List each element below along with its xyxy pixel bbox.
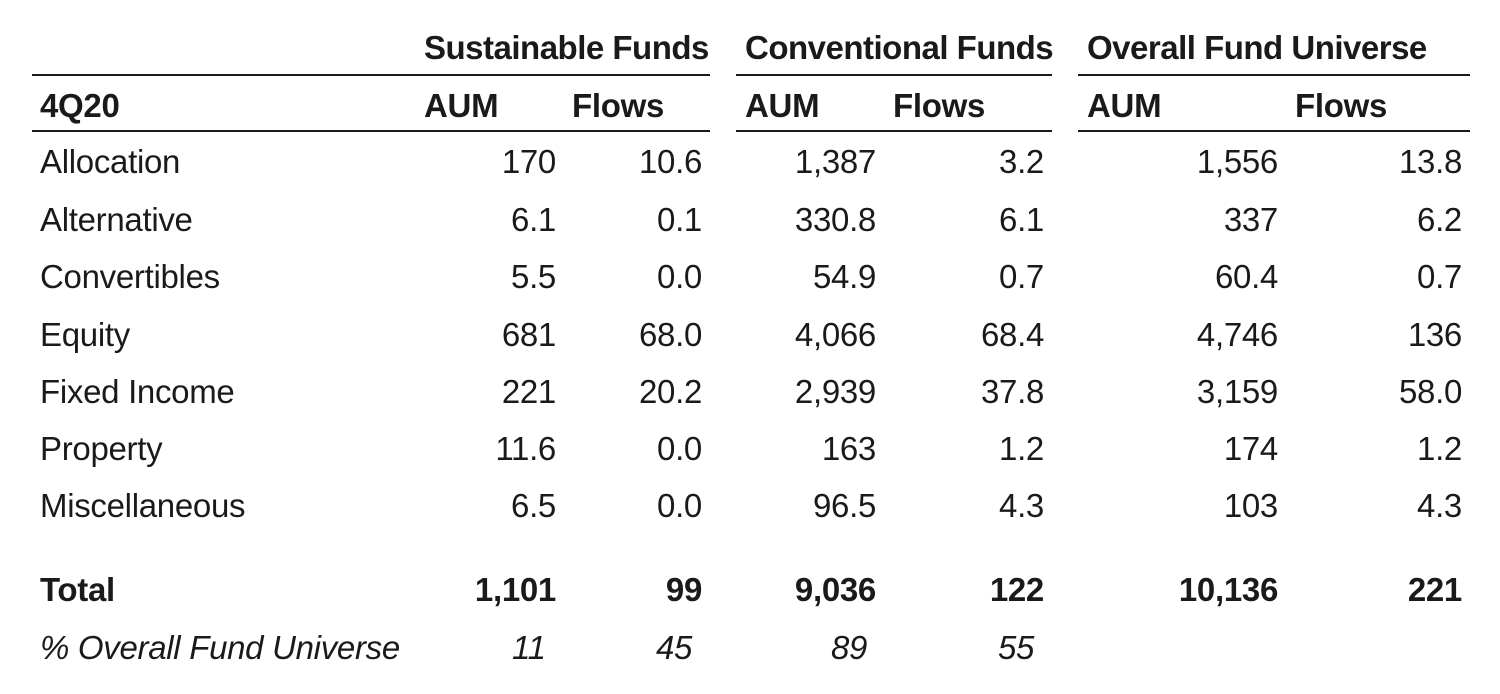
- row-label: Fixed Income: [40, 373, 235, 410]
- rule-group-overall: [1078, 74, 1470, 76]
- table-row: Alternative 6.1 0.1 330.8 6.1 337 6.2: [0, 196, 1500, 244]
- cell-overall-aum: 174: [1223, 430, 1278, 467]
- total-sustainable-flows: 99: [665, 571, 702, 608]
- cell-overall-aum: 1,556: [1196, 143, 1278, 180]
- col-header-sustainable-flows: Flows: [572, 87, 665, 124]
- rule-header-overall: [1078, 130, 1470, 132]
- cell-conventional-flows: 1.2: [999, 430, 1044, 467]
- table-row: Allocation 170 10.6 1,387 3.2 1,556 13.8: [0, 138, 1500, 186]
- cell-conventional-flows: 6.1: [999, 201, 1044, 238]
- total-conventional-aum: 9,036: [794, 571, 876, 608]
- cell-overall-flows: 4.3: [1417, 487, 1462, 524]
- cell-conventional-flows: 0.7: [999, 258, 1044, 295]
- table-row: Fixed Income 221 20.2 2,939 37.8 3,159 5…: [0, 368, 1500, 416]
- percent-row: % Overall Fund Universe 11 45 89 55: [0, 624, 1500, 672]
- col-header-conventional-flows: Flows: [893, 87, 986, 124]
- percent-sustainable-flows: 45: [656, 629, 693, 666]
- cell-sustainable-flows: 20.2: [638, 373, 702, 410]
- rule-header-conventional: [736, 130, 1052, 132]
- cell-sustainable-aum: 681: [501, 316, 556, 353]
- total-label: Total: [40, 571, 115, 608]
- col-header-overall-flows: Flows: [1295, 87, 1388, 124]
- cell-sustainable-aum: 221: [501, 373, 556, 410]
- col-header-overall-aum: AUM: [1087, 87, 1162, 124]
- cell-conventional-flows: 3.2: [999, 143, 1044, 180]
- cell-sustainable-flows: 0.0: [657, 487, 702, 524]
- cell-overall-aum: 103: [1223, 487, 1278, 524]
- cell-conventional-aum: 54.9: [812, 258, 876, 295]
- cell-overall-aum: 60.4: [1214, 258, 1278, 295]
- rule-group-left: [32, 74, 710, 76]
- cell-sustainable-flows: 0.1: [657, 201, 702, 238]
- cell-conventional-flows: 68.4: [980, 316, 1044, 353]
- cell-conventional-aum: 96.5: [812, 487, 876, 524]
- cell-sustainable-aum: 170: [501, 143, 556, 180]
- cell-conventional-aum: 2,939: [794, 373, 876, 410]
- total-overall-aum: 10,136: [1178, 571, 1278, 608]
- total-conventional-flows: 122: [989, 571, 1044, 608]
- row-label: Convertibles: [40, 258, 220, 295]
- cell-conventional-aum: 163: [821, 430, 876, 467]
- cell-overall-flows: 0.7: [1417, 258, 1462, 295]
- group-header-overall: Overall Fund Universe: [1087, 29, 1427, 66]
- cell-overall-flows: 58.0: [1398, 373, 1462, 410]
- row-label: Alternative: [40, 201, 193, 238]
- percent-label: % Overall Fund Universe: [40, 629, 400, 666]
- cell-sustainable-flows: 68.0: [638, 316, 702, 353]
- table-row: Miscellaneous 6.5 0.0 96.5 4.3 103 4.3: [0, 482, 1500, 530]
- cell-conventional-flows: 4.3: [999, 487, 1044, 524]
- group-header-conventional: Conventional Funds: [745, 29, 1054, 66]
- cell-sustainable-aum: 6.5: [511, 487, 556, 524]
- percent-sustainable-aum: 11: [512, 629, 546, 666]
- cell-overall-aum: 337: [1223, 201, 1278, 238]
- cell-sustainable-flows: 0.0: [657, 430, 702, 467]
- percent-conventional-flows: 55: [998, 629, 1035, 666]
- cell-overall-flows: 136: [1407, 316, 1462, 353]
- rule-header-left: [32, 130, 710, 132]
- table-row: Property 11.6 0.0 163 1.2 174 1.2: [0, 425, 1500, 473]
- row-label: Allocation: [40, 143, 181, 180]
- table-row: Equity 681 68.0 4,066 68.4 4,746 136: [0, 311, 1500, 359]
- row-label: Equity: [40, 316, 130, 353]
- col-header-conventional-aum: AUM: [745, 87, 820, 124]
- cell-conventional-flows: 37.8: [980, 373, 1044, 410]
- total-sustainable-aum: 1,101: [474, 571, 556, 608]
- cell-conventional-aum: 1,387: [794, 143, 876, 180]
- cell-conventional-aum: 330.8: [794, 201, 876, 238]
- rule-group-conventional: [736, 74, 1052, 76]
- cell-overall-aum: 4,746: [1196, 316, 1278, 353]
- cell-sustainable-flows: 10.6: [638, 143, 702, 180]
- row-label: Miscellaneous: [40, 487, 246, 524]
- col-header-sustainable-aum: AUM: [424, 87, 499, 124]
- cell-sustainable-aum: 11.6: [495, 430, 556, 467]
- cell-conventional-aum: 4,066: [794, 316, 876, 353]
- group-header-sustainable: Sustainable Funds: [424, 29, 709, 66]
- percent-conventional-aum: 89: [831, 629, 868, 666]
- cell-overall-flows: 1.2: [1417, 430, 1462, 467]
- cell-sustainable-aum: 5.5: [511, 258, 556, 295]
- table-row: Convertibles 5.5 0.0 54.9 0.7 60.4 0.7: [0, 253, 1500, 301]
- col-header-period: 4Q20: [40, 87, 120, 124]
- total-row: Total 1,101 99 9,036 122 10,136 221: [0, 566, 1500, 614]
- cell-overall-aum: 3,159: [1196, 373, 1278, 410]
- cell-overall-flows: 6.2: [1417, 201, 1462, 238]
- cell-sustainable-flows: 0.0: [657, 258, 702, 295]
- row-label: Property: [40, 430, 163, 467]
- cell-sustainable-aum: 6.1: [511, 201, 556, 238]
- cell-overall-flows: 13.8: [1398, 143, 1462, 180]
- total-overall-flows: 221: [1407, 571, 1462, 608]
